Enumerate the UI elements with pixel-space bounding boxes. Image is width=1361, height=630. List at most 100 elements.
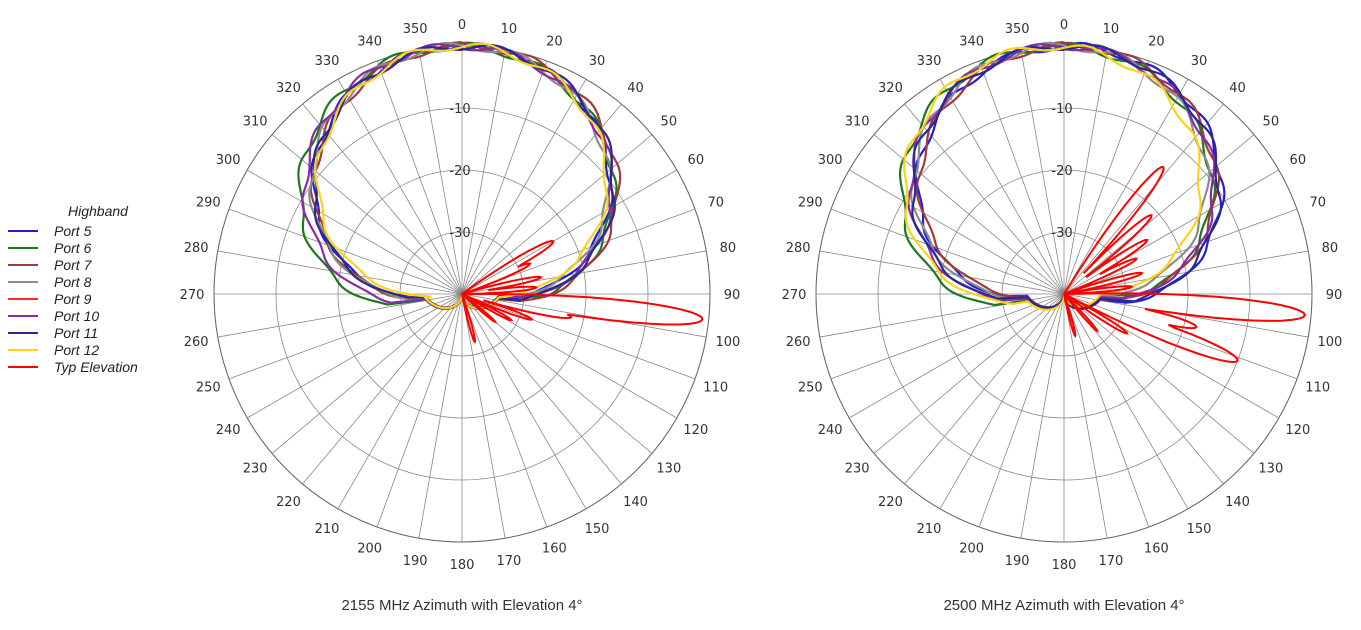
- angle-tick-label: 80: [720, 241, 737, 256]
- legend-swatch: [8, 348, 38, 351]
- legend-label: Port 7: [54, 256, 92, 273]
- radial-tick-label: -30: [449, 226, 470, 241]
- grid-spoke: [1020, 293, 1065, 539]
- angle-tick-label: 330: [315, 54, 340, 69]
- grid-spoke: [1063, 293, 1108, 539]
- grid-spoke: [1063, 103, 1224, 295]
- angle-tick-label: 170: [1098, 554, 1123, 569]
- grid-spoke: [461, 134, 653, 295]
- radial-tick-label: -30: [1051, 226, 1072, 241]
- series-typ-elevation: [460, 239, 704, 344]
- legend-item: Port 8: [8, 273, 158, 290]
- angle-tick-label: 130: [656, 462, 681, 477]
- angle-tick-label: 60: [1290, 153, 1307, 168]
- angle-tick-label: 280: [786, 241, 811, 256]
- radial-tick-label: -20: [1051, 164, 1072, 179]
- grid-spoke: [461, 60, 548, 295]
- angle-tick-label: 350: [403, 22, 428, 37]
- legend-label: Typ Elevation: [54, 358, 138, 375]
- legend-label: Port 10: [54, 307, 100, 324]
- grid-spoke: [461, 293, 506, 539]
- angle-tick-label: 220: [276, 495, 301, 510]
- angle-tick-label: 240: [216, 423, 241, 438]
- angle-tick-label: 190: [403, 554, 428, 569]
- grid-spoke: [978, 60, 1065, 295]
- angle-tick-label: 340: [959, 34, 984, 49]
- grid-spoke: [461, 49, 506, 295]
- angle-tick-label: 200: [959, 542, 984, 557]
- grid-spoke: [873, 134, 1065, 295]
- angle-tick-label: 250: [196, 380, 221, 395]
- angle-tick-label: 310: [243, 114, 268, 129]
- angle-tick-label: 160: [542, 542, 567, 557]
- legend-label: Port 5: [54, 222, 92, 239]
- grid-spoke: [1063, 49, 1108, 295]
- angle-tick-label: 130: [1258, 462, 1283, 477]
- grid-spoke: [1063, 293, 1255, 454]
- series-typ-elevation: [1062, 166, 1307, 364]
- grid-spoke: [1020, 49, 1065, 295]
- angle-tick-label: 260: [786, 335, 811, 350]
- grid-spoke: [418, 49, 463, 295]
- legend-item: Port 9: [8, 290, 158, 307]
- angle-tick-label: 40: [1229, 81, 1246, 96]
- angle-tick-label: 30: [589, 54, 606, 69]
- angle-tick-label: 120: [1285, 423, 1310, 438]
- angle-tick-label: 250: [798, 380, 823, 395]
- grid-spoke: [271, 293, 463, 454]
- angle-tick-label: 90: [1326, 288, 1343, 303]
- grid-spoke: [1063, 60, 1150, 295]
- angle-tick-label: 190: [1005, 554, 1030, 569]
- angle-tick-label: 70: [707, 196, 724, 211]
- grid-spoke: [337, 79, 463, 295]
- angle-tick-label: 140: [623, 495, 648, 510]
- angle-tick-label: 320: [276, 81, 301, 96]
- grid-spoke: [978, 293, 1065, 528]
- angle-tick-label: 160: [1144, 542, 1169, 557]
- legend-swatch: [8, 297, 38, 300]
- grid-spoke: [1063, 293, 1298, 380]
- grid-spoke: [873, 293, 1065, 454]
- angle-tick-label: 100: [1317, 335, 1342, 350]
- angle-tick-label: 300: [216, 153, 241, 168]
- angle-tick-label: 20: [546, 34, 563, 49]
- angle-tick-label: 110: [1305, 380, 1330, 395]
- grid-spoke: [247, 169, 463, 295]
- legend-item: Port 12: [8, 341, 158, 358]
- angle-tick-label: 10: [1103, 22, 1120, 37]
- grid-spoke: [939, 293, 1065, 509]
- legend-item: Port 5: [8, 222, 158, 239]
- legend-swatch: [8, 280, 38, 283]
- angle-tick-label: 90: [724, 288, 741, 303]
- angle-tick-label: 50: [1263, 114, 1280, 129]
- grid-spoke: [461, 293, 696, 380]
- legend-label: Port 9: [54, 290, 92, 307]
- grid-spoke: [217, 250, 463, 295]
- grid-spoke: [1063, 208, 1298, 295]
- angle-tick-label: 350: [1005, 22, 1030, 37]
- angle-tick-label: 300: [818, 153, 843, 168]
- legend-label: Port 8: [54, 273, 92, 290]
- legend-item: Typ Elevation: [8, 358, 158, 375]
- legend-swatch: [8, 246, 38, 249]
- angle-tick-label: 260: [184, 335, 209, 350]
- angle-tick-label: 320: [878, 81, 903, 96]
- angle-tick-label: 290: [196, 196, 221, 211]
- caption-2155: 2155 MHz Azimuth with Elevation 4°: [341, 597, 583, 614]
- angle-tick-label: 310: [845, 114, 870, 129]
- grid-spoke: [1063, 134, 1255, 295]
- angle-tick-label: 200: [357, 542, 382, 557]
- legend-item: Port 10: [8, 307, 158, 324]
- grid-spoke: [337, 293, 463, 509]
- grid-spoke: [1063, 293, 1189, 509]
- legend-swatch: [8, 365, 38, 368]
- legend-swatch: [8, 229, 38, 232]
- angle-tick-label: 150: [585, 522, 610, 537]
- legend-swatch: [8, 314, 38, 317]
- grid-spoke: [247, 293, 463, 419]
- radial-tick-label: -20: [449, 164, 470, 179]
- grid-spoke: [376, 60, 463, 295]
- radial-tick-label: -10: [1051, 102, 1072, 117]
- angle-tick-label: 20: [1148, 34, 1165, 49]
- grid-spoke: [228, 293, 463, 380]
